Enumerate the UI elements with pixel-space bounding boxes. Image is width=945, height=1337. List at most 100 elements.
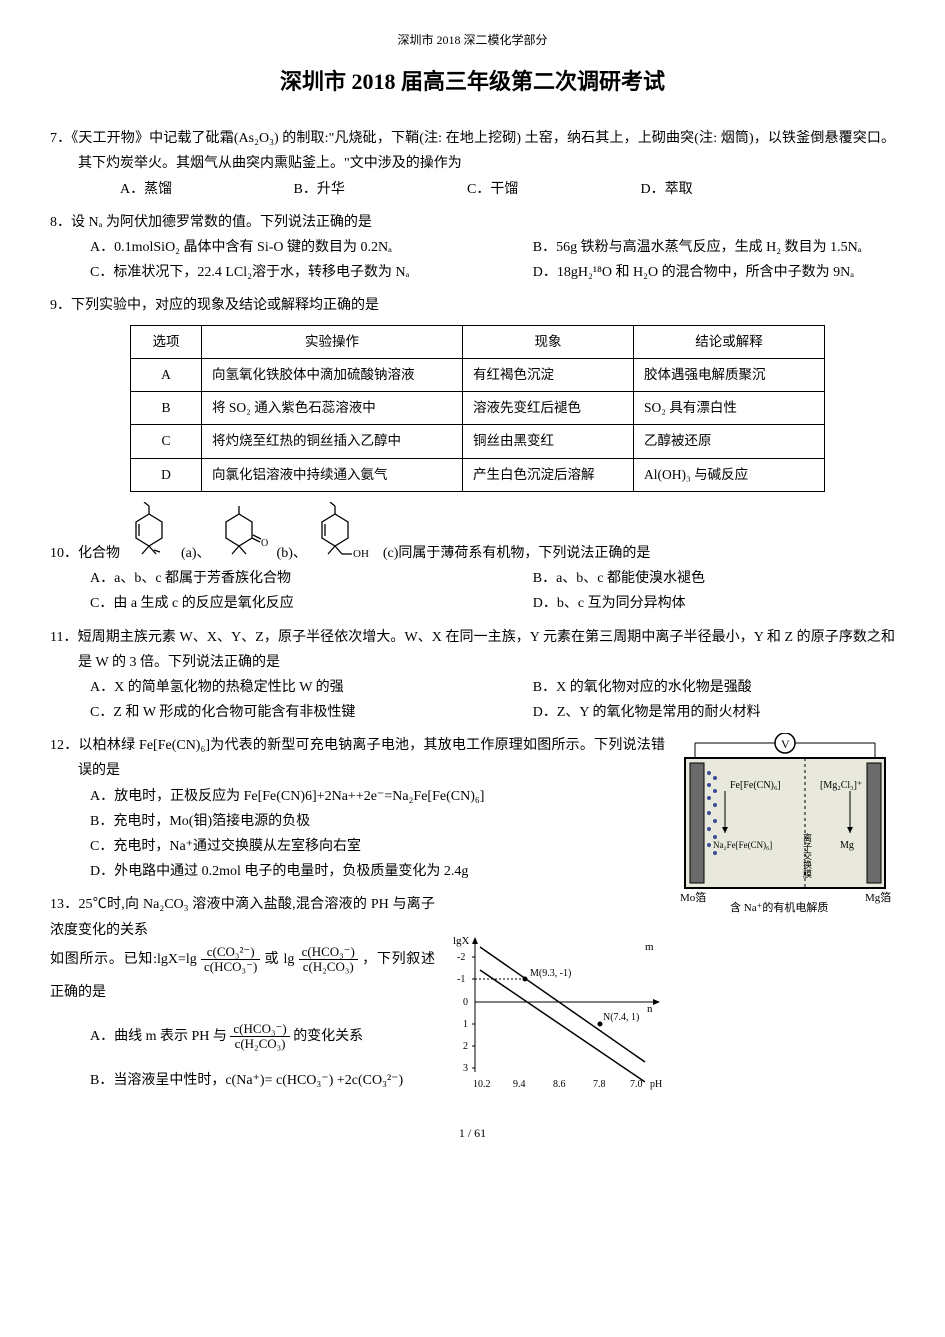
question-12: V Fe[Fe(CN)₆] [Mg₂Cl₃]⁺ Na₂ [50, 733, 895, 884]
frac1-num: c(CO₃²⁻) [201, 945, 260, 960]
label-left-top: Fe[Fe(CN)₆] [730, 780, 781, 791]
q9-h0: 选项 [131, 325, 202, 358]
q7-stem: 7．《天工开物》中记载了砒霜(As₂O₃) 的制取:"凡烧砒，下鞘(注: 在地上… [50, 126, 895, 176]
q10-row1: A．a、b、c 都属于芳香族化合物 B．a、b、c 都能使溴水褪色 [50, 566, 895, 591]
q10-opt-a: A．a、b、c 都属于芳香族化合物 [90, 566, 533, 591]
question-10: 10．化合物 (a)、 [50, 502, 895, 617]
cell: 产生白色沉淀后溶解 [463, 458, 634, 491]
q8-opt-d: D．18gH₂¹⁸O 和 H₂O 的混合物中，所含中子数为 9Nₐ [533, 260, 895, 285]
table-row: D 向氯化铝溶液中持续通入氨气 产生白色沉淀后溶解 Al(OH)₃ 与碱反应 [131, 458, 825, 491]
svg-text:N(7.4, 1): N(7.4, 1) [603, 1012, 639, 1023]
svg-text:lgX: lgX [453, 935, 470, 947]
cell: 有红褐色沉淀 [463, 358, 634, 391]
q13-a-suffix: 的变化关系 [293, 1029, 363, 1044]
cell: C [131, 425, 202, 458]
table-row: A 向氢氧化铁胶体中滴加硫酸钠溶液 有红褐色沉淀 胶体遇强电解质聚沉 [131, 358, 825, 391]
cell: 将灼烧至红热的铜丝插入乙醇中 [202, 425, 463, 458]
q12-figure: V Fe[Fe(CN)₆] [Mg₂Cl₃]⁺ Na₂ [675, 733, 895, 922]
q7-options: A．蒸馏 B．升华 C．干馏 D．萃取 [50, 177, 895, 202]
svg-text:-2: -2 [457, 952, 465, 963]
q11-row2: C．Z 和 W 形成的化合物可能含有非极性键 D．Z、Y 的氧化物是常用的耐火材… [50, 700, 895, 725]
q13-stem2-mid: 或 lg [265, 952, 295, 967]
table-row: B 将 SO₂ 通入紫色石蕊溶液中 溶液先变红后褪色 SO₂ 具有漂白性 [131, 392, 825, 425]
q8-opt-a: A．0.1molSiO₂ 晶体中含有 Si-O 键的数目为 0.2Nₐ [90, 235, 533, 260]
label-right-top: [Mg₂Cl₃]⁺ [820, 780, 862, 791]
q10-opt-d: D．b、c 互为同分异构体 [533, 591, 895, 616]
question-9: 9．下列实验中，对应的现象及结论或解释均正确的是 选项 实验操作 现象 结论或解… [50, 293, 895, 492]
q13-graph: lgX -2 -1 0 1 2 3 m n M(9.3, -1) N(7.4, … [445, 932, 665, 1101]
svg-text:9.4: 9.4 [513, 1079, 526, 1090]
q8-row2: C．标准状况下，22.4 LCl₂溶于水，转移电子数为 Nₐ D．18gH₂¹⁸… [50, 260, 895, 285]
label-right-bot: Mg [840, 840, 854, 851]
cell: 将 SO₂ 通入紫色石蕊溶液中 [202, 392, 463, 425]
q7-opt-b: B．升华 [294, 177, 464, 202]
q10-prefix: 10．化合物 [50, 546, 120, 561]
label-mg: Mg箔 [865, 890, 891, 904]
q13-stem2-prefix: 如图所示。已知:lgX=lg [50, 952, 197, 967]
q11-opt-a: A．X 的简单氢化物的热稳定性比 W 的强 [90, 675, 533, 700]
page-title: 深圳市 2018 届高三年级第二次调研考试 [50, 62, 895, 102]
label-membrane: 离子交换膜 [802, 832, 812, 879]
q10-opt-c: C．由 a 生成 c 的反应是氧化反应 [90, 591, 533, 616]
svg-text:7.0: 7.0 [630, 1079, 643, 1090]
frac1-den: c(HCO₃⁻) [201, 960, 260, 974]
q10-label-c: (c)同属于薄荷系有机物，下列说法正确的是 [383, 546, 651, 561]
q9-stem: 9．下列实验中，对应的现象及结论或解释均正确的是 [50, 293, 895, 318]
q10-stem: 10．化合物 (a)、 [50, 502, 895, 566]
table-row: C 将灼烧至红热的铜丝插入乙醇中 铜丝由黑变红 乙醇被还原 [131, 425, 825, 458]
question-11: 11．短周期主族元素 W、X、Y、Z，原子半径依次增大。W、X 在同一主族，Y … [50, 625, 895, 726]
q7-opt-d: D．萃取 [641, 177, 761, 202]
molecule-c-icon: OH [310, 502, 375, 566]
svg-text:8.6: 8.6 [553, 1079, 566, 1090]
q7-opt-c: C．干馏 [467, 177, 637, 202]
q13-a-frac-num: c(HCO₃⁻) [230, 1022, 289, 1037]
q9-table: 选项 实验操作 现象 结论或解释 A 向氢氧化铁胶体中滴加硫酸钠溶液 有红褐色沉… [130, 325, 825, 492]
svg-text:pH: pH [650, 1079, 662, 1090]
q13-a-prefix: A．曲线 m 表示 PH 与 [90, 1029, 227, 1044]
q9-header-row: 选项 实验操作 现象 结论或解释 [131, 325, 825, 358]
cell: SO₂ 具有漂白性 [634, 392, 825, 425]
svg-text:M(9.3, -1): M(9.3, -1) [530, 968, 571, 979]
svg-text:2: 2 [463, 1041, 468, 1052]
cell: D [131, 458, 202, 491]
cell: 溶液先变红后褪色 [463, 392, 634, 425]
frac2: c(HCO₃⁻) c(H₂CO₃) [299, 945, 358, 975]
cell: Al(OH)₃ 与碱反应 [634, 458, 825, 491]
q11-stem: 11．短周期主族元素 W、X、Y、Z，原子半径依次增大。W、X 在同一主族，Y … [50, 625, 895, 675]
q10-label-a: (a)、 [181, 546, 211, 561]
q9-h1: 实验操作 [202, 325, 463, 358]
svg-text:m: m [645, 941, 654, 953]
svg-text:n: n [647, 1003, 653, 1015]
q11-opt-b: B．X 的氧化物对应的水化物是强酸 [533, 675, 895, 700]
svg-text:3: 3 [463, 1063, 468, 1074]
molecule-a-icon [124, 502, 174, 566]
cell: 乙醇被还原 [634, 425, 825, 458]
cell: 胶体遇强电解质聚沉 [634, 358, 825, 391]
question-7: 7．《天工开物》中记载了砒霜(As₂O₃) 的制取:"凡烧砒，下鞘(注: 在地上… [50, 126, 895, 202]
svg-text:7.8: 7.8 [593, 1079, 606, 1090]
label-left-bot: Na₂Fe[Fe(CN)₆] [713, 840, 772, 850]
q8-opt-b: B．56g 铁粉与高温水蒸气反应，生成 H₂ 数目为 1.5Nₐ [533, 235, 895, 260]
fig-caption: 含 Na⁺的有机电解质 [730, 900, 828, 913]
frac1: c(CO₃²⁻) c(HCO₃⁻) [201, 945, 260, 975]
molecule-b-icon: O [214, 502, 269, 566]
svg-text:0: 0 [463, 997, 468, 1008]
svg-text:O: O [261, 538, 268, 549]
page-footer: 1 / 61 [50, 1123, 895, 1145]
svg-text:-1: -1 [457, 974, 465, 985]
cell: B [131, 392, 202, 425]
q13-a-frac: c(HCO₃⁻) c(H₂CO₃) [230, 1022, 289, 1052]
header-small: 深圳市 2018 深二模化学部分 [50, 30, 895, 52]
frac2-den: c(H₂CO₃) [299, 960, 358, 974]
svg-text:1: 1 [463, 1019, 468, 1030]
volt-label: V [781, 737, 790, 751]
q11-opt-c: C．Z 和 W 形成的化合物可能含有非极性键 [90, 700, 533, 725]
q10-opt-b: B．a、b、c 都能使溴水褪色 [533, 566, 895, 591]
q10-row2: C．由 a 生成 c 的反应是氧化反应 D．b、c 互为同分异构体 [50, 591, 895, 616]
label-mo: Mo箔 [680, 890, 706, 904]
cell: A [131, 358, 202, 391]
question-8: 8．设 Nₐ 为阿伏加德罗常数的值。下列说法正确的是 A．0.1molSiO₂ … [50, 210, 895, 286]
q9-h3: 结论或解释 [634, 325, 825, 358]
svg-text:10.2: 10.2 [473, 1079, 491, 1090]
q11-row1: A．X 的简单氢化物的热稳定性比 W 的强 B．X 的氧化物对应的水化物是强酸 [50, 675, 895, 700]
